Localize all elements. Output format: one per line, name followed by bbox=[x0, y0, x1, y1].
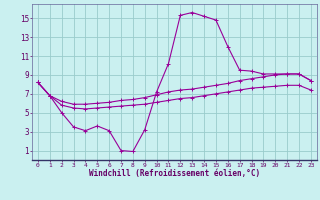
X-axis label: Windchill (Refroidissement éolien,°C): Windchill (Refroidissement éolien,°C) bbox=[89, 169, 260, 178]
